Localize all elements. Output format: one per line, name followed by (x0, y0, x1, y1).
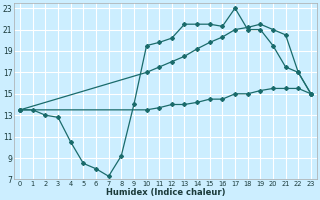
X-axis label: Humidex (Indice chaleur): Humidex (Indice chaleur) (106, 188, 225, 197)
